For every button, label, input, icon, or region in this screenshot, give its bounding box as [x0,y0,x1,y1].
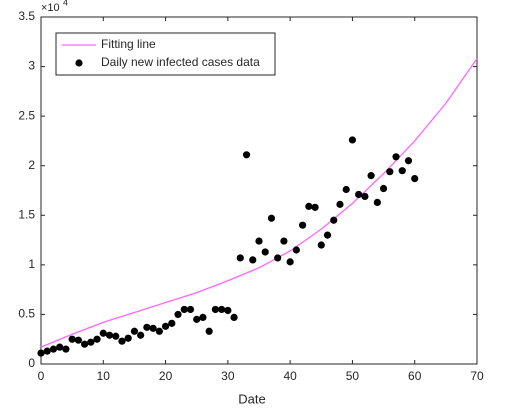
data-point [211,305,219,314]
data-point [404,157,413,165]
data-point [174,310,182,319]
data-point [274,254,282,262]
data-point [305,202,313,210]
y-tick-label: 1.5 [18,207,35,221]
data-point [323,231,332,239]
y-tick-label: 2.5 [18,108,35,122]
data-point [261,248,269,256]
data-point [118,337,126,345]
data-point [161,322,170,330]
data-point [81,340,89,348]
data-point [180,305,188,314]
x-tick-label: 50 [346,369,360,383]
data-point [398,167,406,175]
legend-label: Daily new infected cases data [101,55,260,69]
x-axis-label: Date [238,391,265,406]
data-point [311,203,319,211]
data-point [286,258,294,266]
data-point [112,332,120,340]
y-scale-base: ×10 [41,2,60,14]
y-tick-label: 0.5 [18,307,35,321]
data-point [361,192,369,201]
data-point [62,345,70,353]
data-point [168,319,176,327]
data-point [93,335,101,343]
data-point [373,198,381,206]
data-point [367,172,375,180]
x-tick-label: 30 [221,369,235,383]
data-point [411,175,419,183]
data-point [267,214,276,222]
data-point [43,347,51,355]
data-point [230,313,238,322]
data-point [317,241,325,249]
data-point [355,190,363,199]
x-tick-label: 40 [283,369,297,383]
data-point [186,305,195,314]
data-point [130,327,139,335]
data-point [299,221,307,229]
data-point [68,335,76,343]
data-point [56,343,64,351]
x-tick-label: 70 [470,369,484,383]
data-point [292,246,300,254]
y-tick-label: 1 [28,257,35,271]
data-point [124,334,132,342]
data-point [199,313,207,322]
x-tick-label: 20 [159,369,173,383]
data-point [193,315,201,323]
data-point [143,323,151,331]
data-point [392,153,400,161]
data-point [336,200,344,208]
y-tick-label: 3.5 [18,9,35,23]
fit-line [40,58,478,348]
data-point [137,331,145,339]
data-point [255,237,263,245]
plot-frame [40,16,478,365]
data-point [205,327,213,335]
data-point [155,327,163,335]
y-scale-power: 4 [63,0,68,7]
data-point [330,216,338,224]
x-tick-label: 60 [408,369,422,383]
data-point [348,136,357,144]
data-point [280,237,288,245]
y-tick-label: 3 [28,59,35,73]
x-tick-label: 0 [38,369,45,383]
y-tick-label: 2 [28,158,35,172]
data-point [37,349,45,357]
data-point [224,306,232,315]
legend-box [55,32,276,76]
data-point [249,256,257,264]
data-point [99,329,107,337]
data-point [342,185,350,194]
y-tick-label: 0 [28,356,35,370]
legend-label: Fitting line [101,37,156,51]
data-point [242,151,251,159]
data-point [386,168,394,176]
data-point [87,338,95,346]
data-point [149,324,157,332]
data-point [379,184,388,193]
data-point [49,345,58,353]
data-point [218,305,226,314]
data-point [105,331,114,339]
data-point [236,254,244,262]
legend-marker [75,59,83,67]
data-point [74,336,82,344]
x-tick-label: 10 [97,369,111,383]
